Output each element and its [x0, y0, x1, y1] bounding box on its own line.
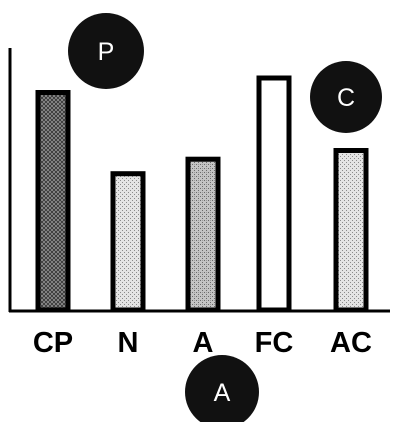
bar-fc — [256, 75, 292, 313]
badge-letter: P — [98, 38, 115, 66]
x-tick-label-n: N — [118, 327, 139, 359]
x-tick-labels: CP N A FC AC — [33, 327, 372, 359]
bar-n — [110, 171, 146, 313]
x-tick-label-cp: CP — [33, 327, 73, 359]
bars-group — [35, 75, 369, 313]
badge-circle — [68, 13, 144, 89]
x-tick-label-a: A — [193, 327, 214, 359]
x-tick-label-ac: AC — [330, 327, 372, 359]
badge-circle — [185, 355, 259, 422]
badge-p: P — [68, 13, 144, 89]
bar-ac — [333, 148, 369, 313]
badge-a: A — [185, 355, 259, 422]
badges-group: P C A — [68, 13, 382, 422]
x-tick-label-fc: FC — [255, 327, 294, 359]
badge-letter: A — [214, 379, 231, 407]
badge-letter: C — [337, 84, 355, 112]
bar-cp — [35, 90, 71, 313]
bar-a — [185, 156, 221, 313]
badge-circle — [310, 61, 382, 133]
badge-c: C — [310, 61, 382, 133]
